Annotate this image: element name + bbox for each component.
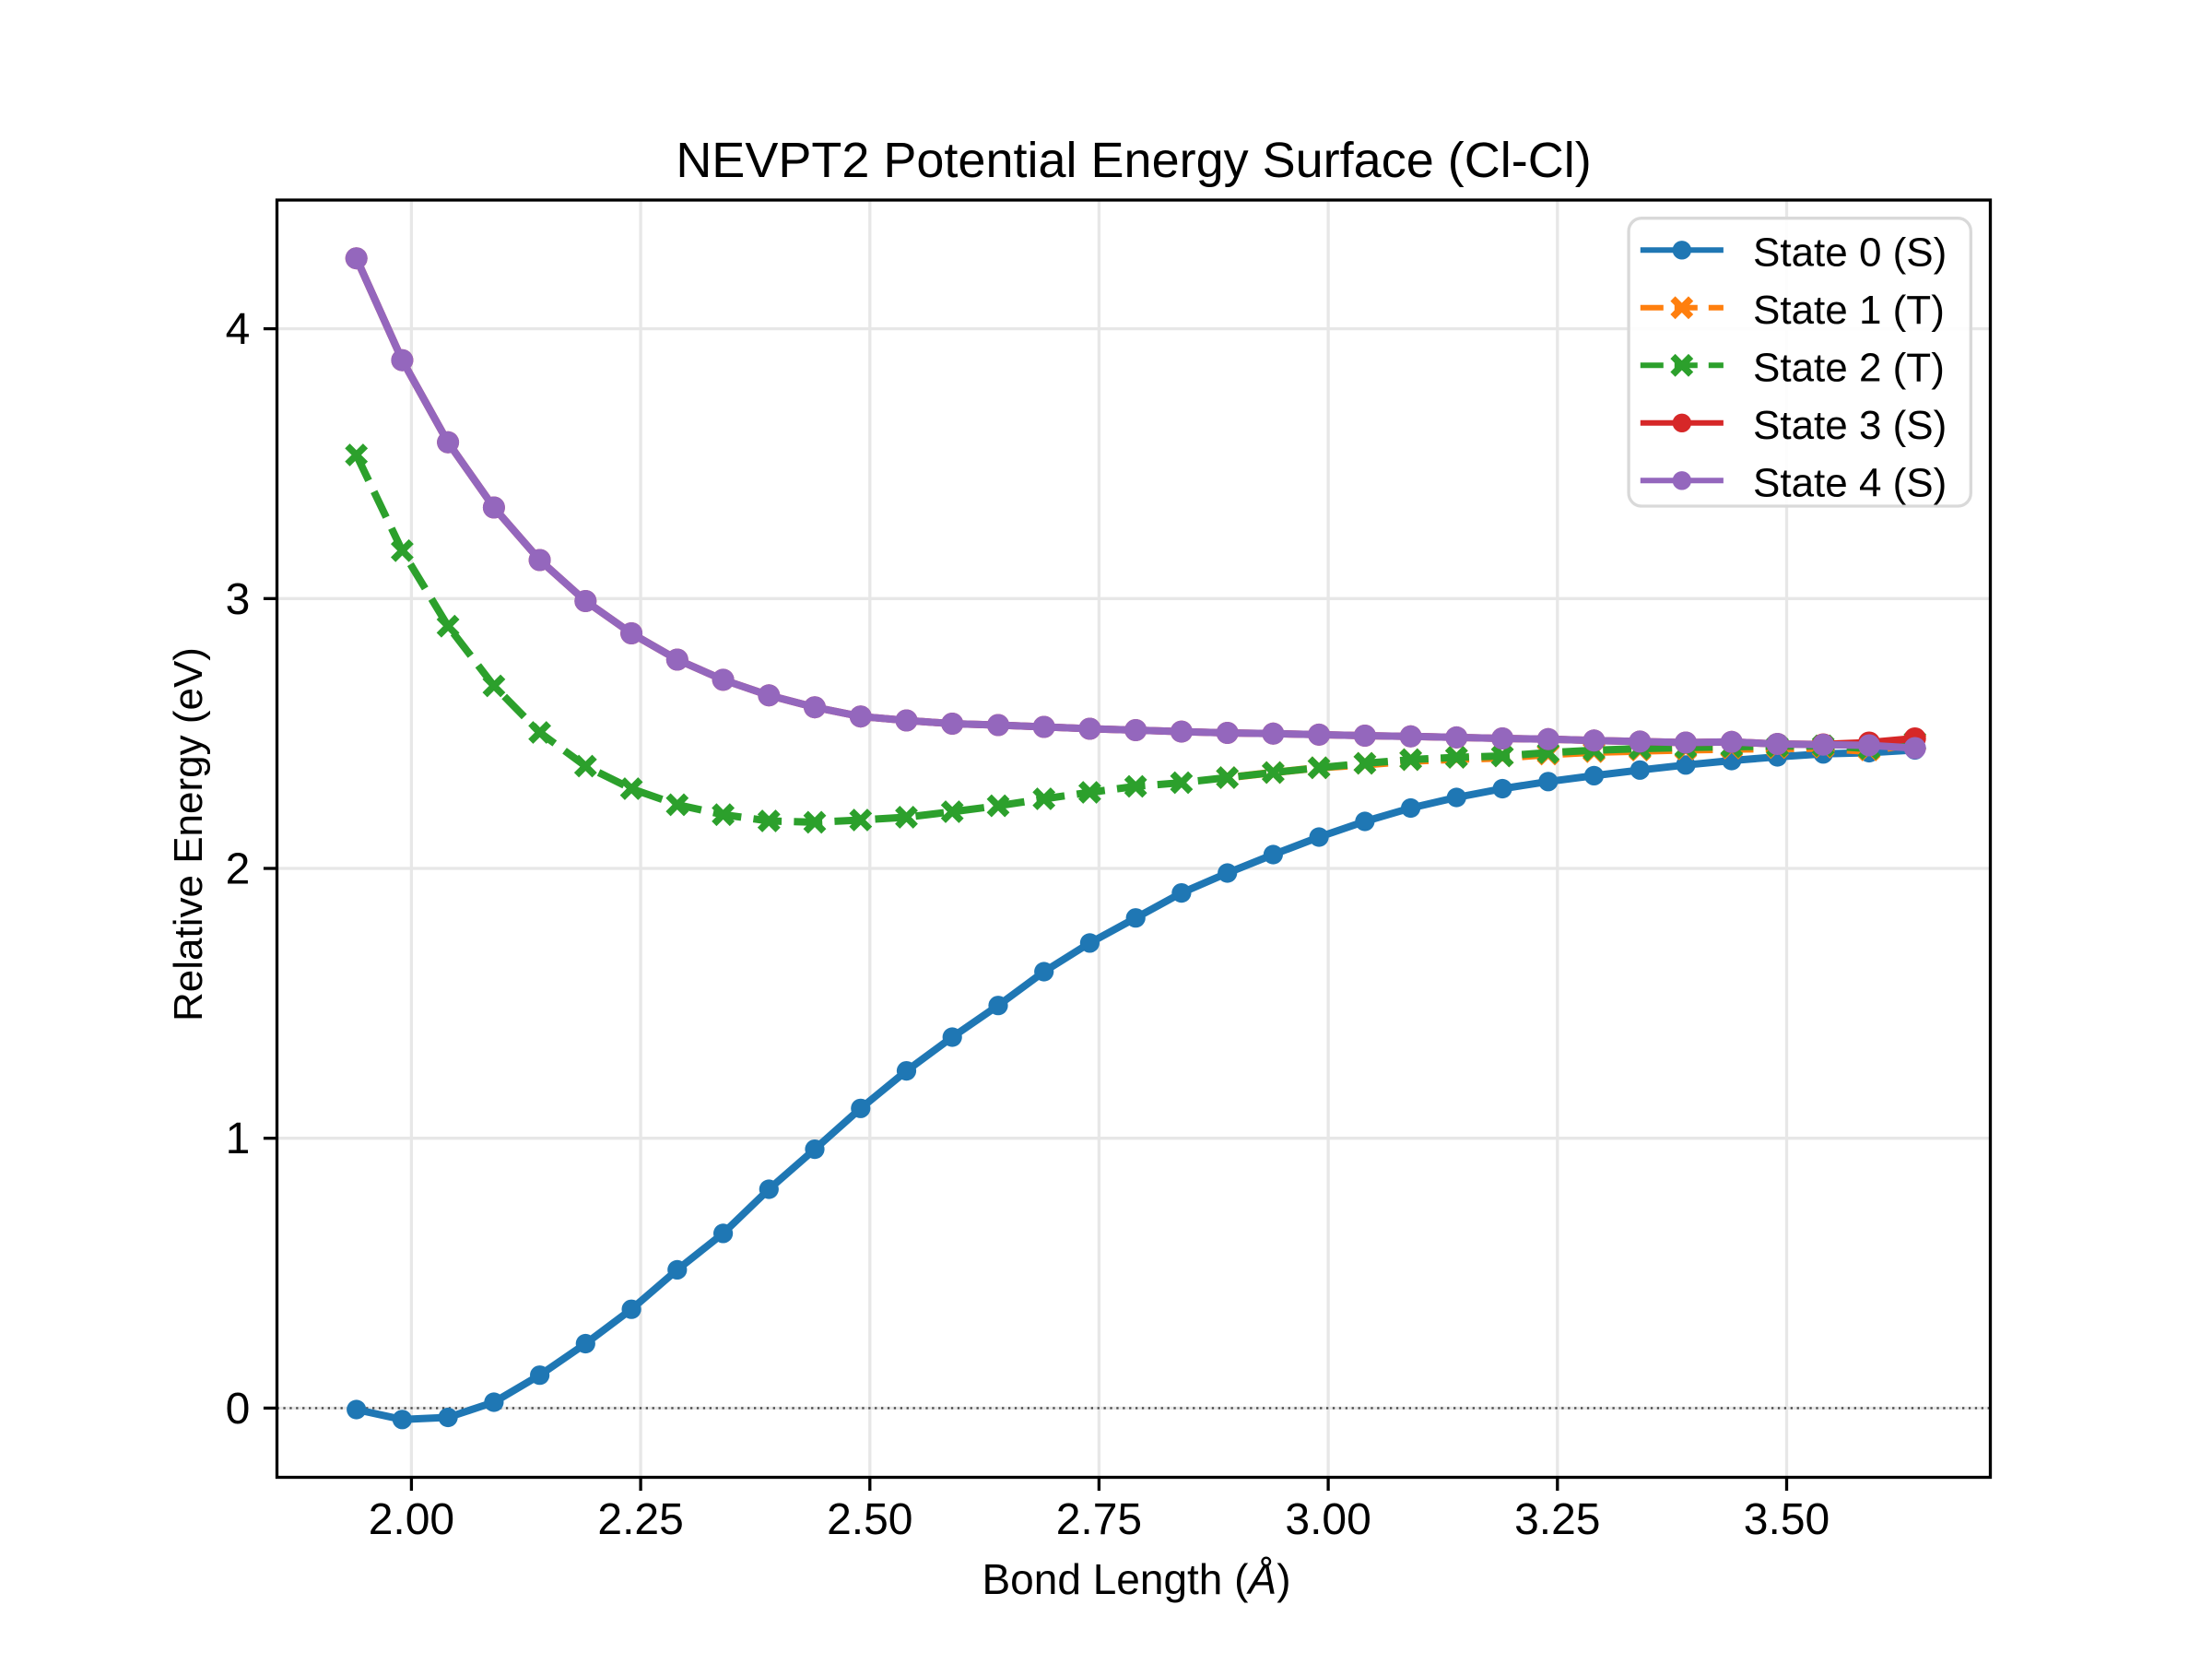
svg-text:NEVPT2 Potential Energy Surfac: NEVPT2 Potential Energy Surface (Cl-Cl) (676, 133, 1591, 188)
svg-text:4: 4 (226, 305, 251, 354)
svg-text:State 0 (S): State 0 (S) (1753, 230, 1947, 275)
svg-text:2.00: 2.00 (369, 1495, 454, 1544)
svg-text:0: 0 (226, 1385, 251, 1434)
svg-text:State 2 (T): State 2 (T) (1753, 345, 1945, 390)
svg-text:Bond Length (Å): Bond Length (Å) (982, 1555, 1290, 1603)
svg-text:State 1 (T): State 1 (T) (1753, 288, 1945, 333)
svg-text:2.50: 2.50 (827, 1495, 912, 1544)
svg-text:1: 1 (226, 1115, 251, 1163)
svg-text:State 3 (S): State 3 (S) (1753, 403, 1947, 448)
svg-text:2.25: 2.25 (597, 1495, 683, 1544)
svg-text:State 4 (S): State 4 (S) (1753, 460, 1947, 505)
svg-text:3: 3 (226, 575, 251, 624)
svg-text:3.50: 3.50 (1744, 1495, 1830, 1544)
svg-text:Relative Energy (eV): Relative Energy (eV) (166, 647, 211, 1021)
svg-text:2: 2 (226, 845, 251, 894)
svg-text:3.25: 3.25 (1514, 1495, 1600, 1544)
svg-text:2.75: 2.75 (1056, 1495, 1142, 1544)
svg-text:3.00: 3.00 (1285, 1495, 1371, 1544)
